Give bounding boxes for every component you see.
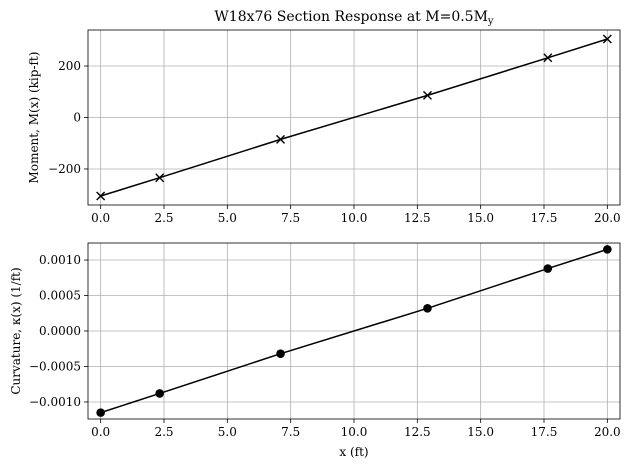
y-tick-label: −200 — [48, 162, 81, 176]
x-tick-label: 7.5 — [281, 425, 300, 439]
x-tick-label: 7.5 — [281, 211, 300, 225]
data-point — [276, 349, 285, 359]
x-tick-label: 0.0 — [91, 425, 110, 439]
data-point — [543, 264, 553, 273]
data-point — [96, 191, 106, 201]
x-tick-label: 2.5 — [154, 211, 173, 225]
x-tick-label: 10.0 — [341, 425, 368, 439]
y-tick-label: 0.0005 — [39, 289, 81, 303]
data-point — [96, 408, 105, 417]
y-axis-label: Curvature, κ(x) (1/ft) — [9, 267, 23, 394]
data-point — [543, 53, 553, 63]
x-tick-label: 2.5 — [154, 425, 173, 439]
y-axis-label: Moment, M(x) (kip-ft) — [27, 52, 41, 184]
series-line — [100, 38, 608, 197]
x-tick-label: 20.0 — [594, 211, 621, 225]
data-point — [422, 90, 432, 100]
data-point — [423, 303, 432, 313]
chart-title: W18x76 Section Response at M=0.5My — [214, 9, 494, 27]
y-tick-label: 200 — [58, 59, 81, 73]
x-tick-label: 17.5 — [531, 425, 558, 439]
x-tick-label: 15.0 — [467, 425, 494, 439]
data-point — [603, 245, 612, 254]
x-tick-label: 0.0 — [91, 211, 110, 225]
x-tick-label: 10.0 — [341, 211, 368, 225]
x-axis-label: x (ft) — [339, 445, 368, 459]
data-point — [155, 173, 165, 183]
chart-panel-2: 0.0 2.5 5.0 7.5 10.0 12.5 15.0 17.5 20.0 −0.0010 −… — [9, 242, 621, 459]
y-tick-label: −0.0010 — [29, 395, 81, 409]
x-tick-label: 17.5 — [531, 211, 558, 225]
x-tick-label: 12.5 — [404, 425, 431, 439]
x-tick-label: 20.0 — [594, 425, 621, 439]
y-tick-label: 0.0000 — [39, 324, 81, 338]
x-tick-label: 12.5 — [404, 211, 431, 225]
x-tick-label: 5.0 — [218, 211, 237, 225]
x-tick-label: 15.0 — [467, 211, 494, 225]
data-point — [276, 134, 286, 144]
y-tick-label: −0.0005 — [29, 359, 81, 373]
x-tick-label: 5.0 — [218, 425, 237, 439]
y-tick-label: 0 — [73, 111, 81, 125]
data-point — [155, 389, 164, 398]
chart-panel-1: 0.0 2.5 5.0 7.5 10.0 12.5 15.0 17.5 20.0 −200 0 200… — [27, 9, 621, 225]
series-line — [100, 248, 608, 414]
data-point — [602, 34, 612, 44]
y-tick-label: 0.0010 — [39, 253, 81, 267]
